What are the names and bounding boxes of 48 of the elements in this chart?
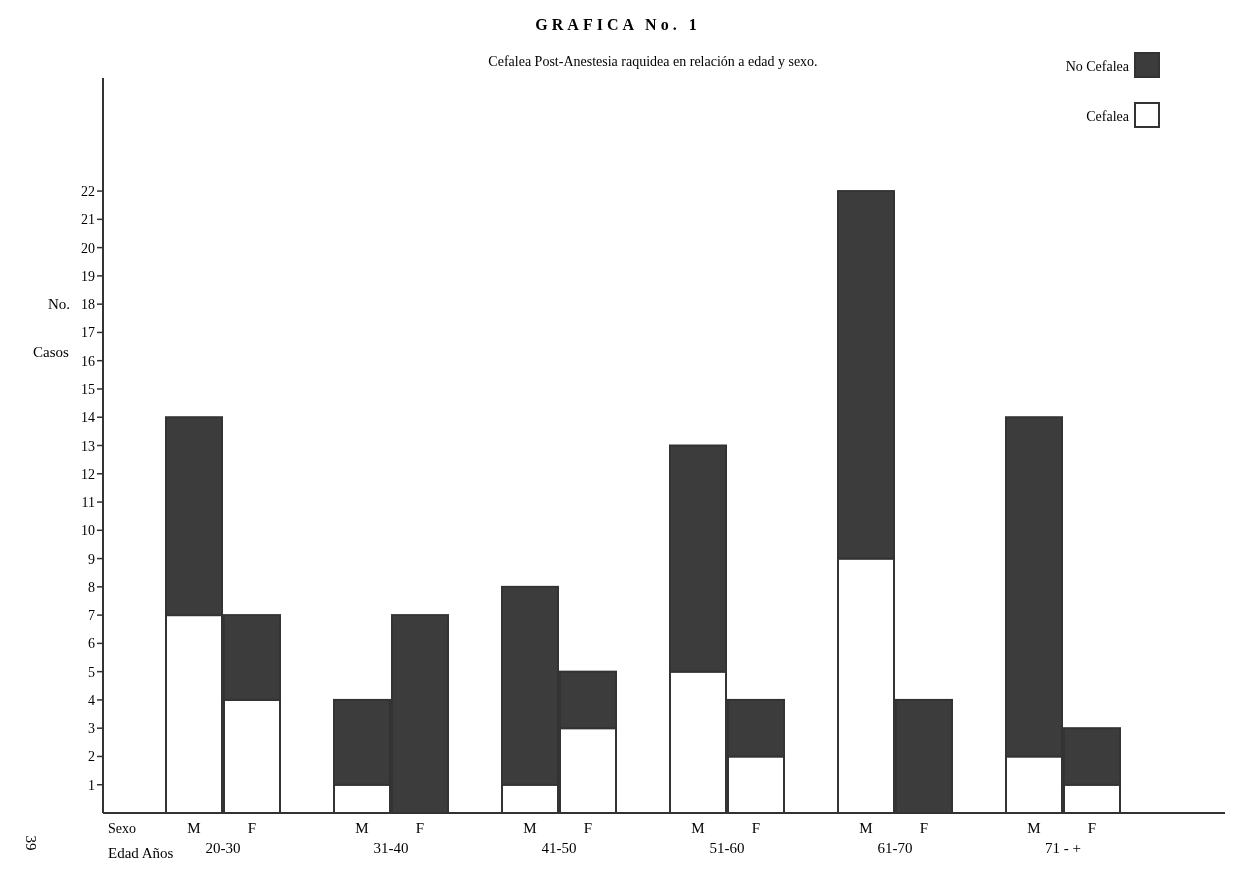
- y-tick-label: 7: [88, 608, 95, 624]
- chart-title: GRAFICA No. 1: [535, 16, 701, 33]
- y-tick-label: 6: [88, 636, 95, 652]
- text: Edad Años: [108, 845, 174, 861]
- y-tick-label: 22: [81, 184, 95, 200]
- x-tick-label: F: [919, 820, 929, 836]
- text: 20-30: [205, 840, 241, 856]
- x-tick-label: F: [247, 820, 257, 836]
- y-tick-label: 21: [81, 212, 95, 228]
- y-tick-label: 15: [81, 381, 95, 397]
- y-tick-label: 3: [88, 721, 95, 737]
- y-tick-label: 1: [88, 777, 95, 793]
- x-tick-label: M: [859, 820, 873, 836]
- text: 41-50: [541, 840, 577, 856]
- x-tick-label: M: [1027, 820, 1041, 836]
- text: No. Casos: [33, 296, 71, 361]
- x-tick-label: F: [583, 820, 593, 836]
- y-tick-label: 8: [88, 579, 95, 595]
- y-tick-label: 12: [81, 466, 95, 482]
- y-tick-label: 19: [81, 268, 95, 284]
- y-tick-label: 20: [81, 240, 95, 256]
- x-tick-label: M: [691, 820, 705, 836]
- y-tick-label: 13: [81, 438, 95, 454]
- text: 51-60: [709, 840, 745, 856]
- x-tick-label: M: [187, 820, 201, 836]
- x-tick-label: M: [355, 820, 369, 836]
- text: 61-70: [877, 840, 913, 856]
- text: 31-40: [373, 840, 409, 856]
- y-tick-label: 10: [81, 523, 95, 539]
- x-tick-label: M: [523, 820, 537, 836]
- y-tick-label: 11: [81, 495, 95, 511]
- x-tick-label: F: [751, 820, 761, 836]
- legend-label: Cefalea: [1086, 109, 1130, 124]
- text: Sexo: [108, 821, 136, 836]
- y-tick-label: 16: [81, 353, 95, 369]
- y-tick-label: 4: [88, 692, 95, 708]
- x-tick-label: F: [1087, 820, 1097, 836]
- x-tick-label: F: [415, 820, 425, 836]
- y-tick-label: 2: [88, 749, 95, 765]
- y-tick-label: 14: [81, 410, 95, 426]
- legend-label: No Cefalea: [1065, 59, 1130, 74]
- y-tick-label: 5: [88, 664, 95, 680]
- y-tick-label: 17: [81, 325, 95, 341]
- text: 39: [23, 835, 39, 851]
- chart-subtitle: Cefalea Post-Anestesia raquidea en relación a edad y sexo.: [488, 54, 818, 69]
- y-tick-label: 18: [81, 297, 95, 313]
- text: 71 - +: [1045, 840, 1081, 856]
- y-tick-label: 9: [88, 551, 95, 567]
